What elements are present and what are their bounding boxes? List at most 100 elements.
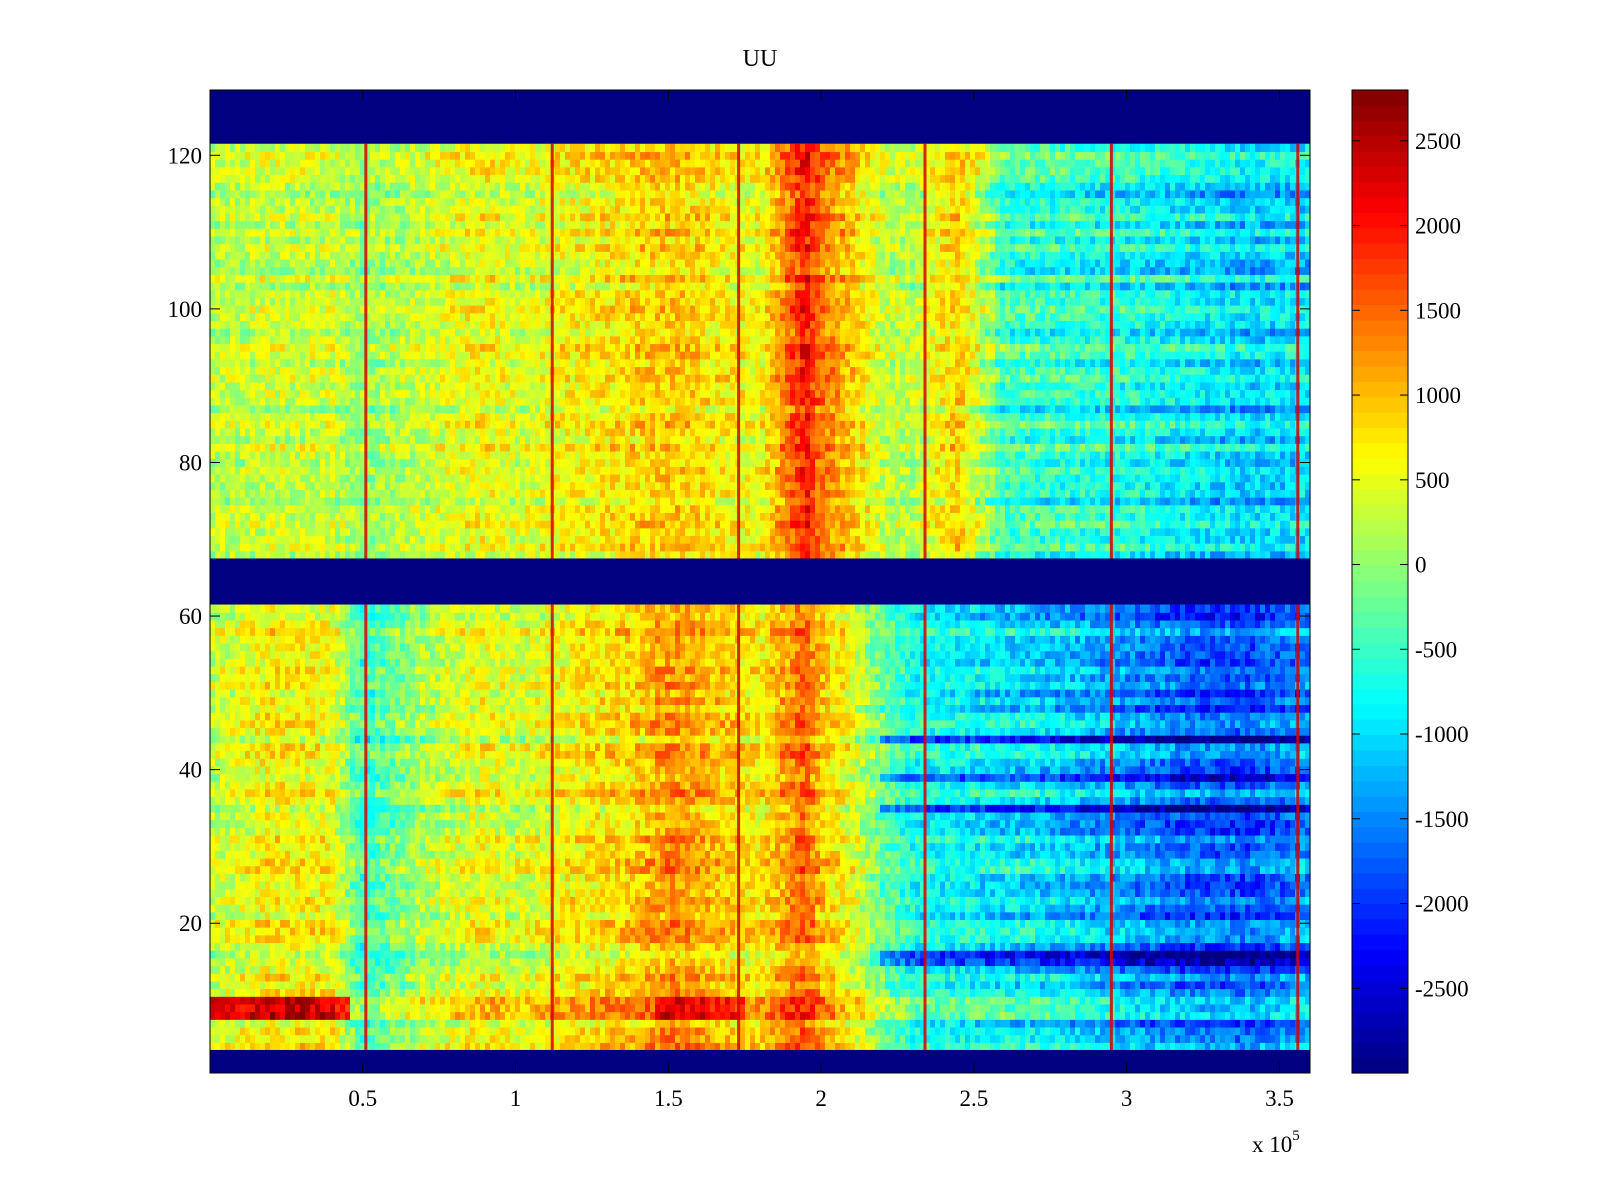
heatmap-cell — [1230, 1042, 1236, 1050]
heatmap-cell — [1200, 1004, 1206, 1012]
heatmap-cell — [1160, 1019, 1166, 1027]
heatmap-cell — [1025, 981, 1031, 989]
heatmap-cell — [830, 1012, 836, 1020]
heatmap-cell — [700, 1019, 706, 1027]
heatmap-cell — [745, 1027, 751, 1035]
heatmap-cell — [690, 1042, 696, 1050]
heatmap-cell — [420, 989, 426, 997]
chart-title: UU — [743, 46, 778, 72]
heatmap-cell — [525, 1004, 531, 1012]
heatmap-cell — [980, 981, 986, 989]
heatmap-cell — [700, 989, 706, 997]
heatmap-cell — [1035, 1035, 1041, 1043]
heatmap-cell — [385, 1027, 391, 1035]
heatmap-cell — [525, 1035, 531, 1043]
heatmap-cell — [1220, 1004, 1226, 1012]
heatmap-cell — [250, 996, 256, 1004]
heatmap-cell — [470, 1019, 476, 1027]
heatmap-cell — [415, 1035, 421, 1043]
heatmap-cell — [570, 981, 576, 989]
heatmap-cell — [1160, 989, 1166, 997]
heatmap-cell — [345, 1019, 351, 1027]
heatmap-cell — [235, 1004, 241, 1012]
heatmap-cell — [985, 1012, 991, 1020]
heatmap-cell — [1230, 1035, 1236, 1043]
heatmap-cell — [445, 1019, 451, 1027]
heatmap-cell — [1210, 996, 1216, 1004]
heatmap-cell — [430, 981, 436, 989]
heatmap-cell — [765, 1012, 771, 1020]
heatmap-cell — [340, 1019, 346, 1027]
heatmap-cell — [1090, 989, 1096, 997]
heatmap-cell — [1060, 1019, 1066, 1027]
heatmap-cell — [720, 989, 726, 997]
heatmap-cell — [570, 1035, 576, 1043]
heatmap-cell — [785, 1004, 791, 1012]
heatmap-cell — [960, 1035, 966, 1043]
heatmap-cell — [260, 1027, 266, 1035]
heatmap-cell — [375, 981, 381, 989]
heatmap-cell — [985, 1027, 991, 1035]
heatmap-cell — [270, 1004, 276, 1012]
heatmap-cell — [350, 981, 356, 989]
heatmap-cell — [995, 1004, 1001, 1012]
heatmap-cell — [975, 1042, 981, 1050]
heatmap-cell — [1205, 996, 1211, 1004]
heatmap-cell — [505, 1012, 511, 1020]
heatmap-cell — [760, 1042, 766, 1050]
heatmap-cell — [830, 996, 836, 1004]
heatmap-cell — [615, 1035, 621, 1043]
heatmap-cell — [480, 1012, 486, 1020]
heatmap-cell — [835, 1042, 841, 1050]
heatmap-cell — [775, 1004, 781, 1012]
heatmap-cell — [530, 1012, 536, 1020]
heatmap-cell — [695, 1012, 701, 1020]
heatmap-cell — [1135, 1012, 1141, 1020]
heatmap-cell — [1060, 1004, 1066, 1012]
heatmap-cell — [1010, 989, 1016, 997]
heatmap-cell — [210, 1027, 216, 1035]
heatmap-cell — [340, 1042, 346, 1050]
heatmap-cell — [220, 1042, 226, 1050]
heatmap-cell — [230, 989, 236, 997]
heatmap-cell — [1200, 1019, 1206, 1027]
heatmap-cell — [1055, 981, 1061, 989]
heatmap-cell — [1095, 1027, 1101, 1035]
heatmap-cell — [675, 1012, 681, 1020]
heatmap-cell — [680, 1042, 686, 1050]
heatmap-cell — [990, 1004, 996, 1012]
heatmap-cell — [960, 1042, 966, 1050]
heatmap-cell — [1265, 989, 1271, 997]
heatmap-cell — [1215, 989, 1221, 997]
heatmap-cell — [335, 981, 341, 989]
heatmap-cell — [235, 981, 241, 989]
heatmap-cell — [910, 981, 916, 989]
heatmap-cell — [395, 1035, 401, 1043]
heatmap-cell — [250, 981, 256, 989]
heatmap-cell — [570, 1042, 576, 1050]
heatmap-cell — [410, 1004, 416, 1012]
heatmap-cell — [595, 1027, 601, 1035]
heatmap-cell — [260, 996, 266, 1004]
heatmap-cell — [455, 1019, 461, 1027]
heatmap-cell — [780, 1042, 786, 1050]
heatmap-cell — [1100, 1004, 1106, 1012]
heatmap-cell — [380, 1027, 386, 1035]
heatmap-cell — [840, 1027, 846, 1035]
heatmap-cell — [385, 989, 391, 997]
heatmap-cell — [370, 1027, 376, 1035]
heatmap-cell — [490, 1027, 496, 1035]
heatmap-cell — [915, 1042, 921, 1050]
heatmap-cell — [975, 1004, 981, 1012]
heatmap-cell — [615, 1004, 621, 1012]
heatmap-cell — [725, 1027, 731, 1035]
heatmap-cell — [230, 1004, 236, 1012]
heatmap-cell — [1145, 1042, 1151, 1050]
heatmap-cell — [865, 1019, 871, 1027]
heatmap-cell — [940, 1019, 946, 1027]
heatmap-cell — [555, 1035, 561, 1043]
heatmap-cell — [995, 1027, 1001, 1035]
heatmap-cell — [1215, 1012, 1221, 1020]
heatmap-cell — [730, 1019, 736, 1027]
heatmap-cell — [830, 1027, 836, 1035]
